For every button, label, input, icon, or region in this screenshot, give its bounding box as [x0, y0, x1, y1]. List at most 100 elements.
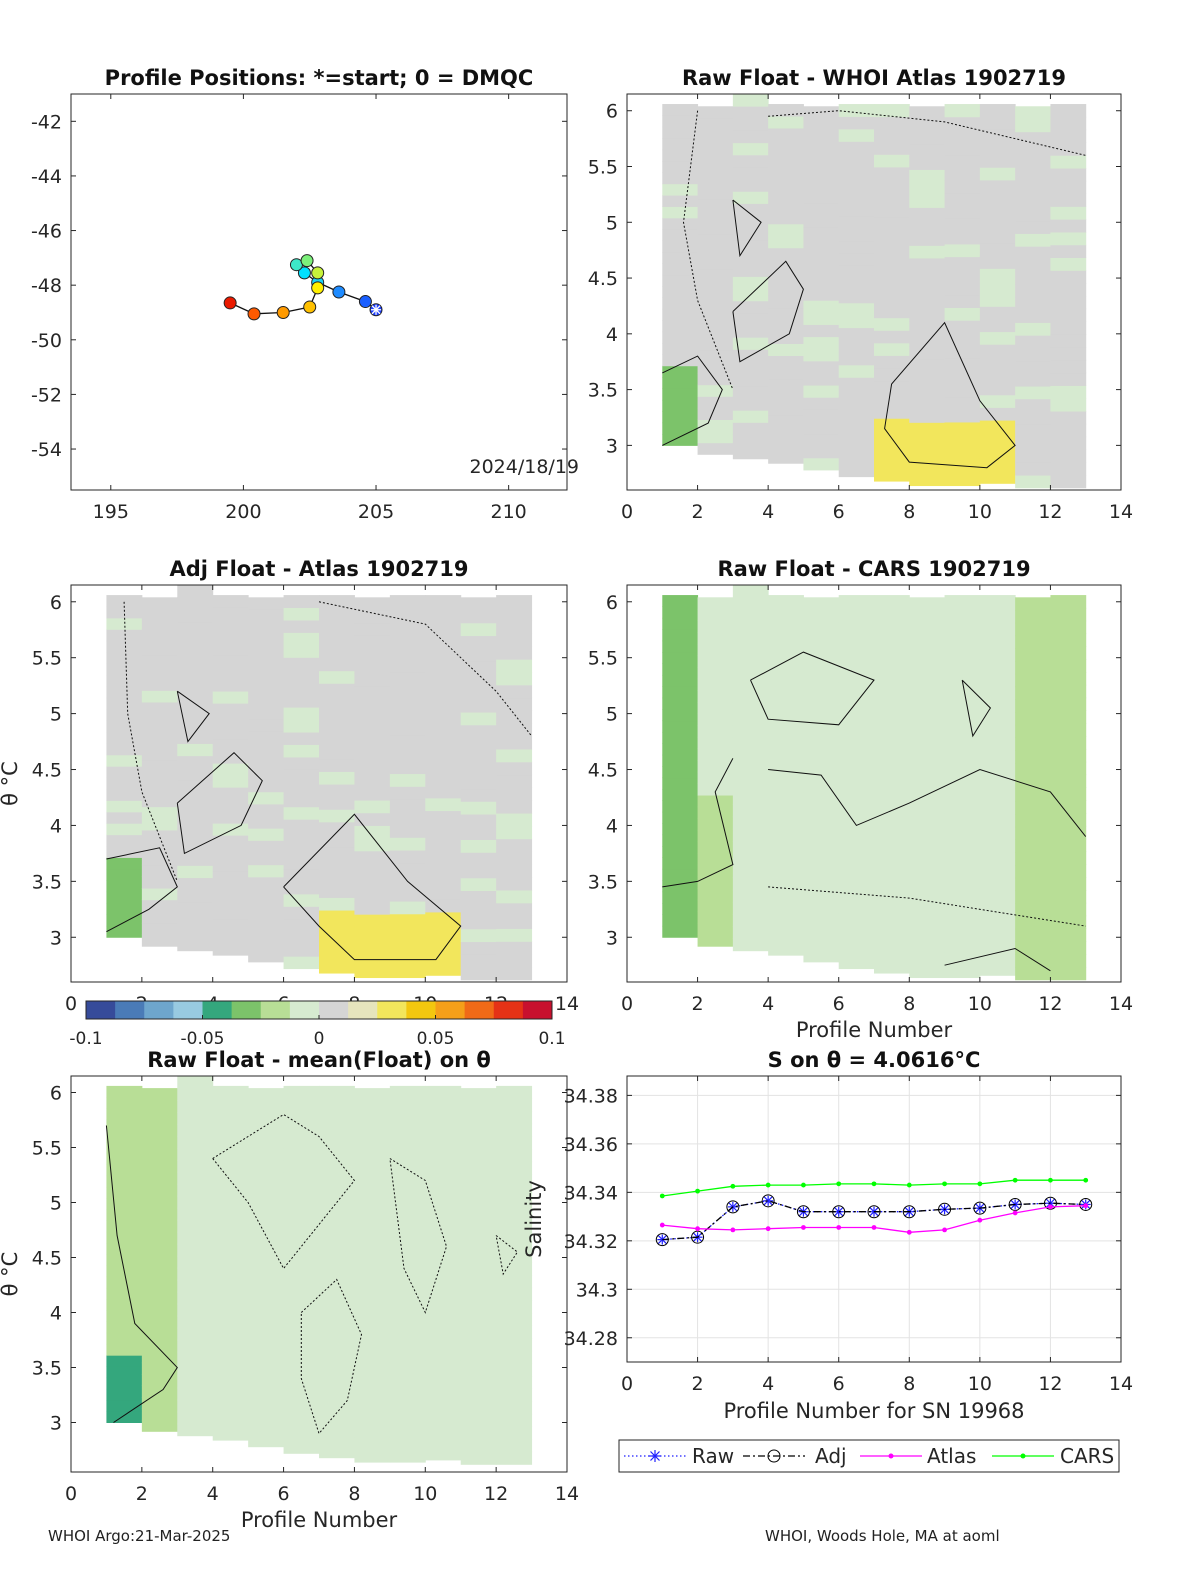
raw-cars-heatmap-cell — [909, 800, 946, 814]
raw-mean-heatmap-cell — [319, 1123, 355, 1136]
salinity-series-adj-marker — [938, 1202, 952, 1216]
adj-atlas-heatmap-cell — [460, 903, 497, 917]
raw-cars-heatmap-cell — [909, 635, 946, 649]
raw-mean-heatmap-cell — [177, 1183, 214, 1197]
raw-mean-heatmap-cell — [354, 1312, 391, 1326]
raw-mean-heatmap-cell — [106, 1321, 143, 1334]
adj-atlas-heatmap-cell — [319, 721, 355, 735]
salinity-series-atlas-marker — [977, 1217, 983, 1223]
adj-atlas-heatmap-cell — [496, 787, 533, 801]
raw-mean-heatmap-cell — [319, 1346, 355, 1360]
raw-cars-heatmap-cell — [909, 964, 946, 979]
positions-point — [223, 296, 237, 310]
adj-atlas-heatmap-cell — [248, 901, 285, 914]
positions-ytick-label: -54 — [31, 439, 62, 461]
raw-cars-heatmap-cell — [732, 816, 769, 830]
raw-atlas-heatmap-cell — [697, 349, 734, 362]
adj-atlas-heatmap-cell — [389, 913, 426, 928]
raw-mean-heatmap-cell — [283, 1330, 320, 1344]
adj-atlas-heatmap-cell — [106, 914, 143, 927]
raw-cars-heatmap-cell — [768, 787, 804, 800]
adj-atlas-heatmap-cell — [141, 667, 178, 680]
raw-mean-heatmap-cell — [319, 1185, 355, 1198]
raw-cars-heatmap-cell — [979, 924, 1016, 938]
adj-atlas-heatmap-cell — [389, 646, 426, 660]
raw-mean-heatmap-cell — [319, 1234, 355, 1248]
raw-atlas-heatmap-cell — [979, 281, 1016, 295]
raw-cars-ytick-label: 6 — [606, 592, 618, 614]
adj-atlas-heatmap-cell — [141, 911, 178, 924]
raw-atlas-heatmap-cell — [1015, 297, 1051, 311]
raw-cars-heatmap-cell — [697, 597, 734, 610]
raw-atlas-heatmap-cell — [874, 455, 910, 470]
adj-atlas-heatmap-cell — [319, 922, 355, 936]
salinity-legend-marker-cars — [1020, 1453, 1026, 1459]
raw-mean-heatmap-cell — [389, 1198, 426, 1212]
adj-atlas-heatmap-cell — [354, 609, 391, 624]
raw-mean-heatmap-cell — [354, 1387, 391, 1401]
raw-mean-heatmap-cell — [319, 1445, 355, 1459]
raw-mean-heatmap-cell — [177, 1243, 214, 1257]
adj-atlas-heatmap-cell — [389, 850, 426, 864]
raw-mean-heatmap-cell — [354, 1437, 391, 1451]
adj-atlas-heatmap-cell — [319, 607, 355, 621]
raw-cars-heatmap-cell — [944, 735, 981, 749]
raw-atlas-heatmap-cell — [732, 215, 769, 229]
raw-mean-heatmap-cell — [354, 1362, 391, 1376]
raw-atlas-heatmap-cell — [944, 116, 981, 130]
adj-atlas-heatmap-cell — [212, 847, 249, 860]
adj-atlas-heatmap-cell — [106, 777, 143, 790]
raw-atlas-ytick-label: 4 — [606, 324, 618, 346]
raw-mean-heatmap-cell — [354, 1424, 391, 1438]
raw-atlas-xtick-label: 12 — [1038, 501, 1062, 523]
adj-atlas-heatmap-cell — [460, 814, 497, 828]
raw-cars-heatmap-cell — [662, 834, 699, 847]
raw-atlas-heatmap-cell — [838, 451, 875, 465]
adj-atlas-heatmap-cell — [106, 709, 143, 722]
raw-mean-heatmap-cell — [177, 1423, 214, 1437]
raw-cars-heatmap-cell — [768, 691, 804, 704]
raw-atlas-heatmap-cell — [1015, 118, 1051, 133]
raw-atlas-heatmap-cell — [803, 300, 840, 313]
raw-mean-heatmap-cell — [283, 1428, 320, 1442]
raw-cars-heatmap-cell — [909, 850, 946, 864]
raw-atlas-heatmap-cell — [944, 383, 981, 398]
raw-cars-heatmap-cell — [944, 901, 981, 915]
raw-atlas-heatmap-cell — [1050, 231, 1087, 246]
adj-atlas-heatmap-cell — [212, 775, 249, 788]
adj-atlas-heatmap-cell — [106, 629, 143, 642]
raw-cars-heatmap-cell — [1050, 966, 1087, 981]
raw-cars-heatmap-cell — [874, 947, 910, 961]
raw-mean-heatmap-cell — [141, 1202, 178, 1215]
raw-mean-heatmap-cell — [141, 1191, 178, 1203]
raw-atlas-heatmap-cell — [1015, 284, 1051, 298]
adj-atlas-heatmap-cell — [389, 888, 426, 902]
raw-cars-heatmap-cell — [979, 911, 1016, 926]
raw-mean-heatmap-cell — [319, 1110, 355, 1124]
raw-mean-heatmap-cell — [496, 1413, 533, 1427]
raw-mean-heatmap-cell — [389, 1424, 426, 1438]
raw-atlas-heatmap-cell — [697, 129, 734, 142]
raw-atlas-heatmap-cell — [838, 340, 875, 353]
raw-atlas-heatmap-cell — [697, 152, 734, 165]
raw-cars-heatmap-cell — [909, 939, 946, 953]
salinity-series-cars-marker — [765, 1182, 771, 1188]
raw-cars-heatmap-cell — [697, 748, 734, 761]
raw-atlas-heatmap-cell — [944, 154, 981, 169]
adj-atlas-heatmap-cell — [496, 941, 533, 955]
raw-mean-heatmap-cell — [248, 1088, 285, 1101]
raw-cars-heatmap-cell — [768, 799, 804, 812]
raw-mean-heatmap-cell — [319, 1209, 355, 1223]
raw-mean-heatmap-cell — [319, 1308, 355, 1322]
raw-atlas-heatmap-cell — [732, 154, 769, 168]
adj-atlas-heatmap-cell — [354, 787, 391, 801]
raw-atlas-heatmap-cell — [662, 104, 699, 116]
adj-atlas-heatmap-cell — [354, 952, 391, 966]
raw-mean-heatmap-cell — [460, 1138, 497, 1152]
raw-atlas-heatmap-cell — [909, 422, 946, 436]
raw-mean-xtick-label: 4 — [207, 1483, 219, 1505]
adj-atlas-ylabel: θ °C — [0, 761, 22, 806]
adj-atlas-heatmap-cell — [496, 838, 533, 853]
raw-mean-xtick-label: 10 — [413, 1483, 437, 1505]
raw-mean-heatmap-cell — [354, 1125, 391, 1139]
